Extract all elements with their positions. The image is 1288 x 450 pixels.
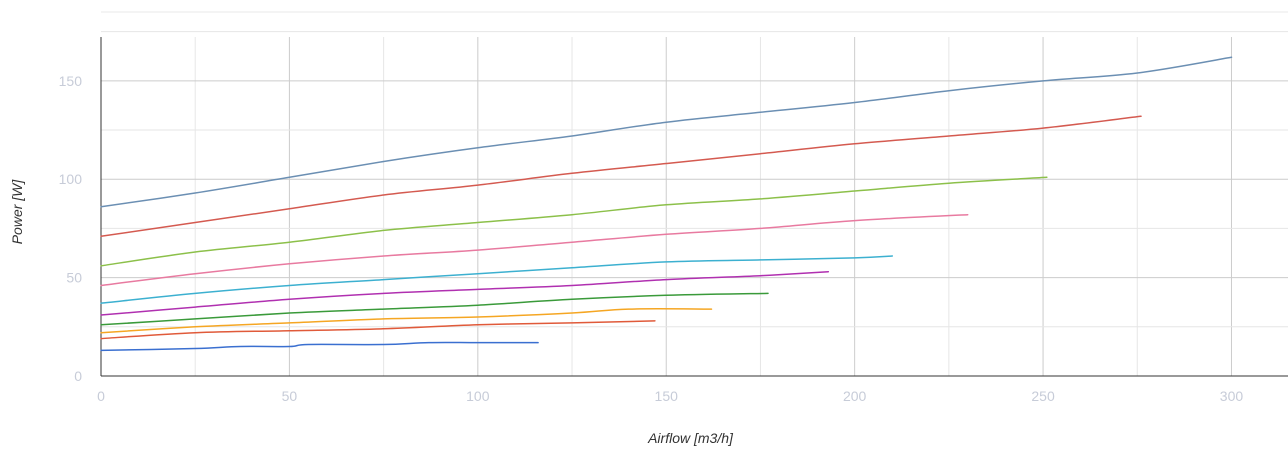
x-axis-title: Airflow [m3/h] (647, 430, 734, 446)
series-line-3 (100, 176, 1048, 267)
y-tick-label: 50 (66, 270, 82, 286)
x-tick-label: 0 (97, 388, 105, 404)
series-line-9 (100, 320, 656, 340)
series-line-10 (100, 341, 539, 352)
x-tick-label: 100 (466, 388, 490, 404)
y-tick-label: 100 (59, 171, 83, 187)
x-tick-label: 50 (282, 388, 298, 404)
series-lines (100, 56, 1233, 352)
x-tick-label: 250 (1031, 388, 1055, 404)
series-line-6 (100, 270, 830, 316)
tick-labels: 0 50 100 150 200 250 300 0 50 100 150 (59, 73, 1244, 404)
series-line-4 (100, 213, 969, 287)
series-line-7 (100, 292, 769, 326)
series-line-1 (100, 56, 1233, 208)
grid-lines (101, 11, 1288, 376)
x-tick-label: 300 (1220, 388, 1244, 404)
x-tick-label: 150 (655, 388, 679, 404)
y-tick-label: 0 (74, 368, 82, 384)
series-line-2 (100, 115, 1142, 238)
y-tick-label: 150 (59, 73, 83, 89)
axes (100, 37, 1288, 377)
x-tick-label: 200 (843, 388, 867, 404)
series-line-8 (100, 308, 713, 334)
series-line-5 (100, 255, 894, 304)
y-axis-title: Power [W] (9, 179, 25, 245)
